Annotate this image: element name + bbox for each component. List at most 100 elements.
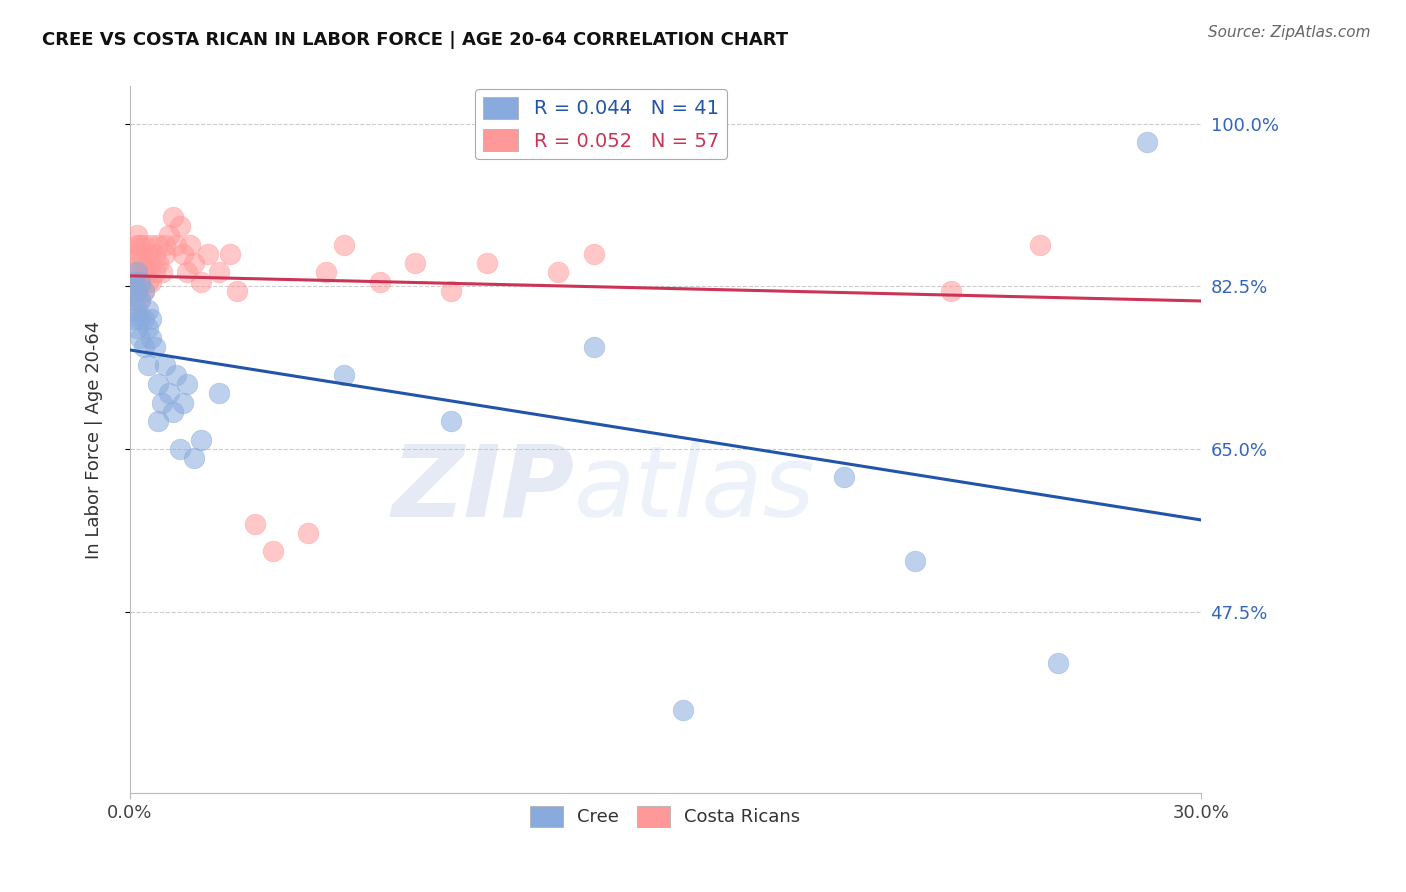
Text: ZIP: ZIP	[391, 441, 574, 538]
Point	[148, 256, 170, 270]
Point	[155, 247, 177, 261]
Point	[125, 228, 148, 243]
Point	[136, 247, 159, 261]
Point	[262, 544, 284, 558]
Point	[132, 237, 155, 252]
Point	[333, 237, 356, 252]
Point	[243, 516, 266, 531]
Point	[155, 237, 177, 252]
Point	[139, 237, 162, 252]
Point	[125, 302, 148, 317]
Point	[162, 210, 184, 224]
Point	[129, 275, 152, 289]
Point	[150, 265, 173, 279]
Point	[150, 395, 173, 409]
Point	[197, 247, 219, 261]
Point	[440, 414, 463, 428]
Point	[148, 237, 170, 252]
Point	[904, 554, 927, 568]
Text: Source: ZipAtlas.com: Source: ZipAtlas.com	[1208, 25, 1371, 40]
Point	[125, 237, 148, 252]
Point	[132, 284, 155, 298]
Point	[162, 405, 184, 419]
Point	[139, 312, 162, 326]
Point	[190, 433, 212, 447]
Point	[129, 330, 152, 344]
Point	[333, 368, 356, 382]
Point	[165, 368, 187, 382]
Point	[125, 265, 148, 279]
Point	[475, 256, 498, 270]
Point	[122, 293, 145, 308]
Point	[125, 284, 148, 298]
Point	[190, 275, 212, 289]
Point	[404, 256, 426, 270]
Point	[169, 442, 191, 457]
Point	[172, 395, 194, 409]
Point	[208, 386, 231, 401]
Point	[832, 470, 855, 484]
Point	[139, 275, 162, 289]
Point	[129, 312, 152, 326]
Point	[129, 256, 152, 270]
Point	[155, 359, 177, 373]
Point	[129, 275, 152, 289]
Point	[148, 414, 170, 428]
Point	[672, 703, 695, 717]
Point	[315, 265, 337, 279]
Point	[129, 237, 152, 252]
Point	[136, 275, 159, 289]
Point	[165, 237, 187, 252]
Point	[129, 293, 152, 308]
Point	[125, 247, 148, 261]
Point	[297, 525, 319, 540]
Point	[143, 265, 166, 279]
Point	[1029, 237, 1052, 252]
Legend: Cree, Costa Ricans: Cree, Costa Ricans	[523, 798, 807, 834]
Point	[125, 284, 148, 298]
Point	[129, 293, 152, 308]
Point	[225, 284, 247, 298]
Point	[125, 321, 148, 335]
Point	[139, 330, 162, 344]
Y-axis label: In Labor Force | Age 20-64: In Labor Force | Age 20-64	[86, 321, 103, 559]
Point	[132, 256, 155, 270]
Point	[547, 265, 569, 279]
Point	[176, 265, 198, 279]
Point	[132, 340, 155, 354]
Point	[179, 237, 201, 252]
Point	[169, 219, 191, 233]
Point	[139, 256, 162, 270]
Point	[582, 340, 605, 354]
Text: CREE VS COSTA RICAN IN LABOR FORCE | AGE 20-64 CORRELATION CHART: CREE VS COSTA RICAN IN LABOR FORCE | AGE…	[42, 31, 789, 49]
Point	[122, 302, 145, 317]
Point	[143, 340, 166, 354]
Text: atlas: atlas	[574, 441, 815, 538]
Point	[132, 312, 155, 326]
Point	[136, 265, 159, 279]
Point	[368, 275, 391, 289]
Point	[132, 265, 155, 279]
Point	[122, 265, 145, 279]
Point	[157, 386, 180, 401]
Point	[122, 275, 145, 289]
Point	[1136, 135, 1159, 149]
Point	[172, 247, 194, 261]
Point	[122, 284, 145, 298]
Point	[136, 302, 159, 317]
Point	[122, 275, 145, 289]
Point	[939, 284, 962, 298]
Point	[440, 284, 463, 298]
Point	[129, 247, 152, 261]
Point	[136, 321, 159, 335]
Point	[208, 265, 231, 279]
Point	[136, 359, 159, 373]
Point	[176, 377, 198, 392]
Point	[148, 377, 170, 392]
Point	[132, 284, 155, 298]
Point	[143, 247, 166, 261]
Point	[157, 228, 180, 243]
Point	[183, 451, 205, 466]
Point	[183, 256, 205, 270]
Point	[1046, 656, 1069, 670]
